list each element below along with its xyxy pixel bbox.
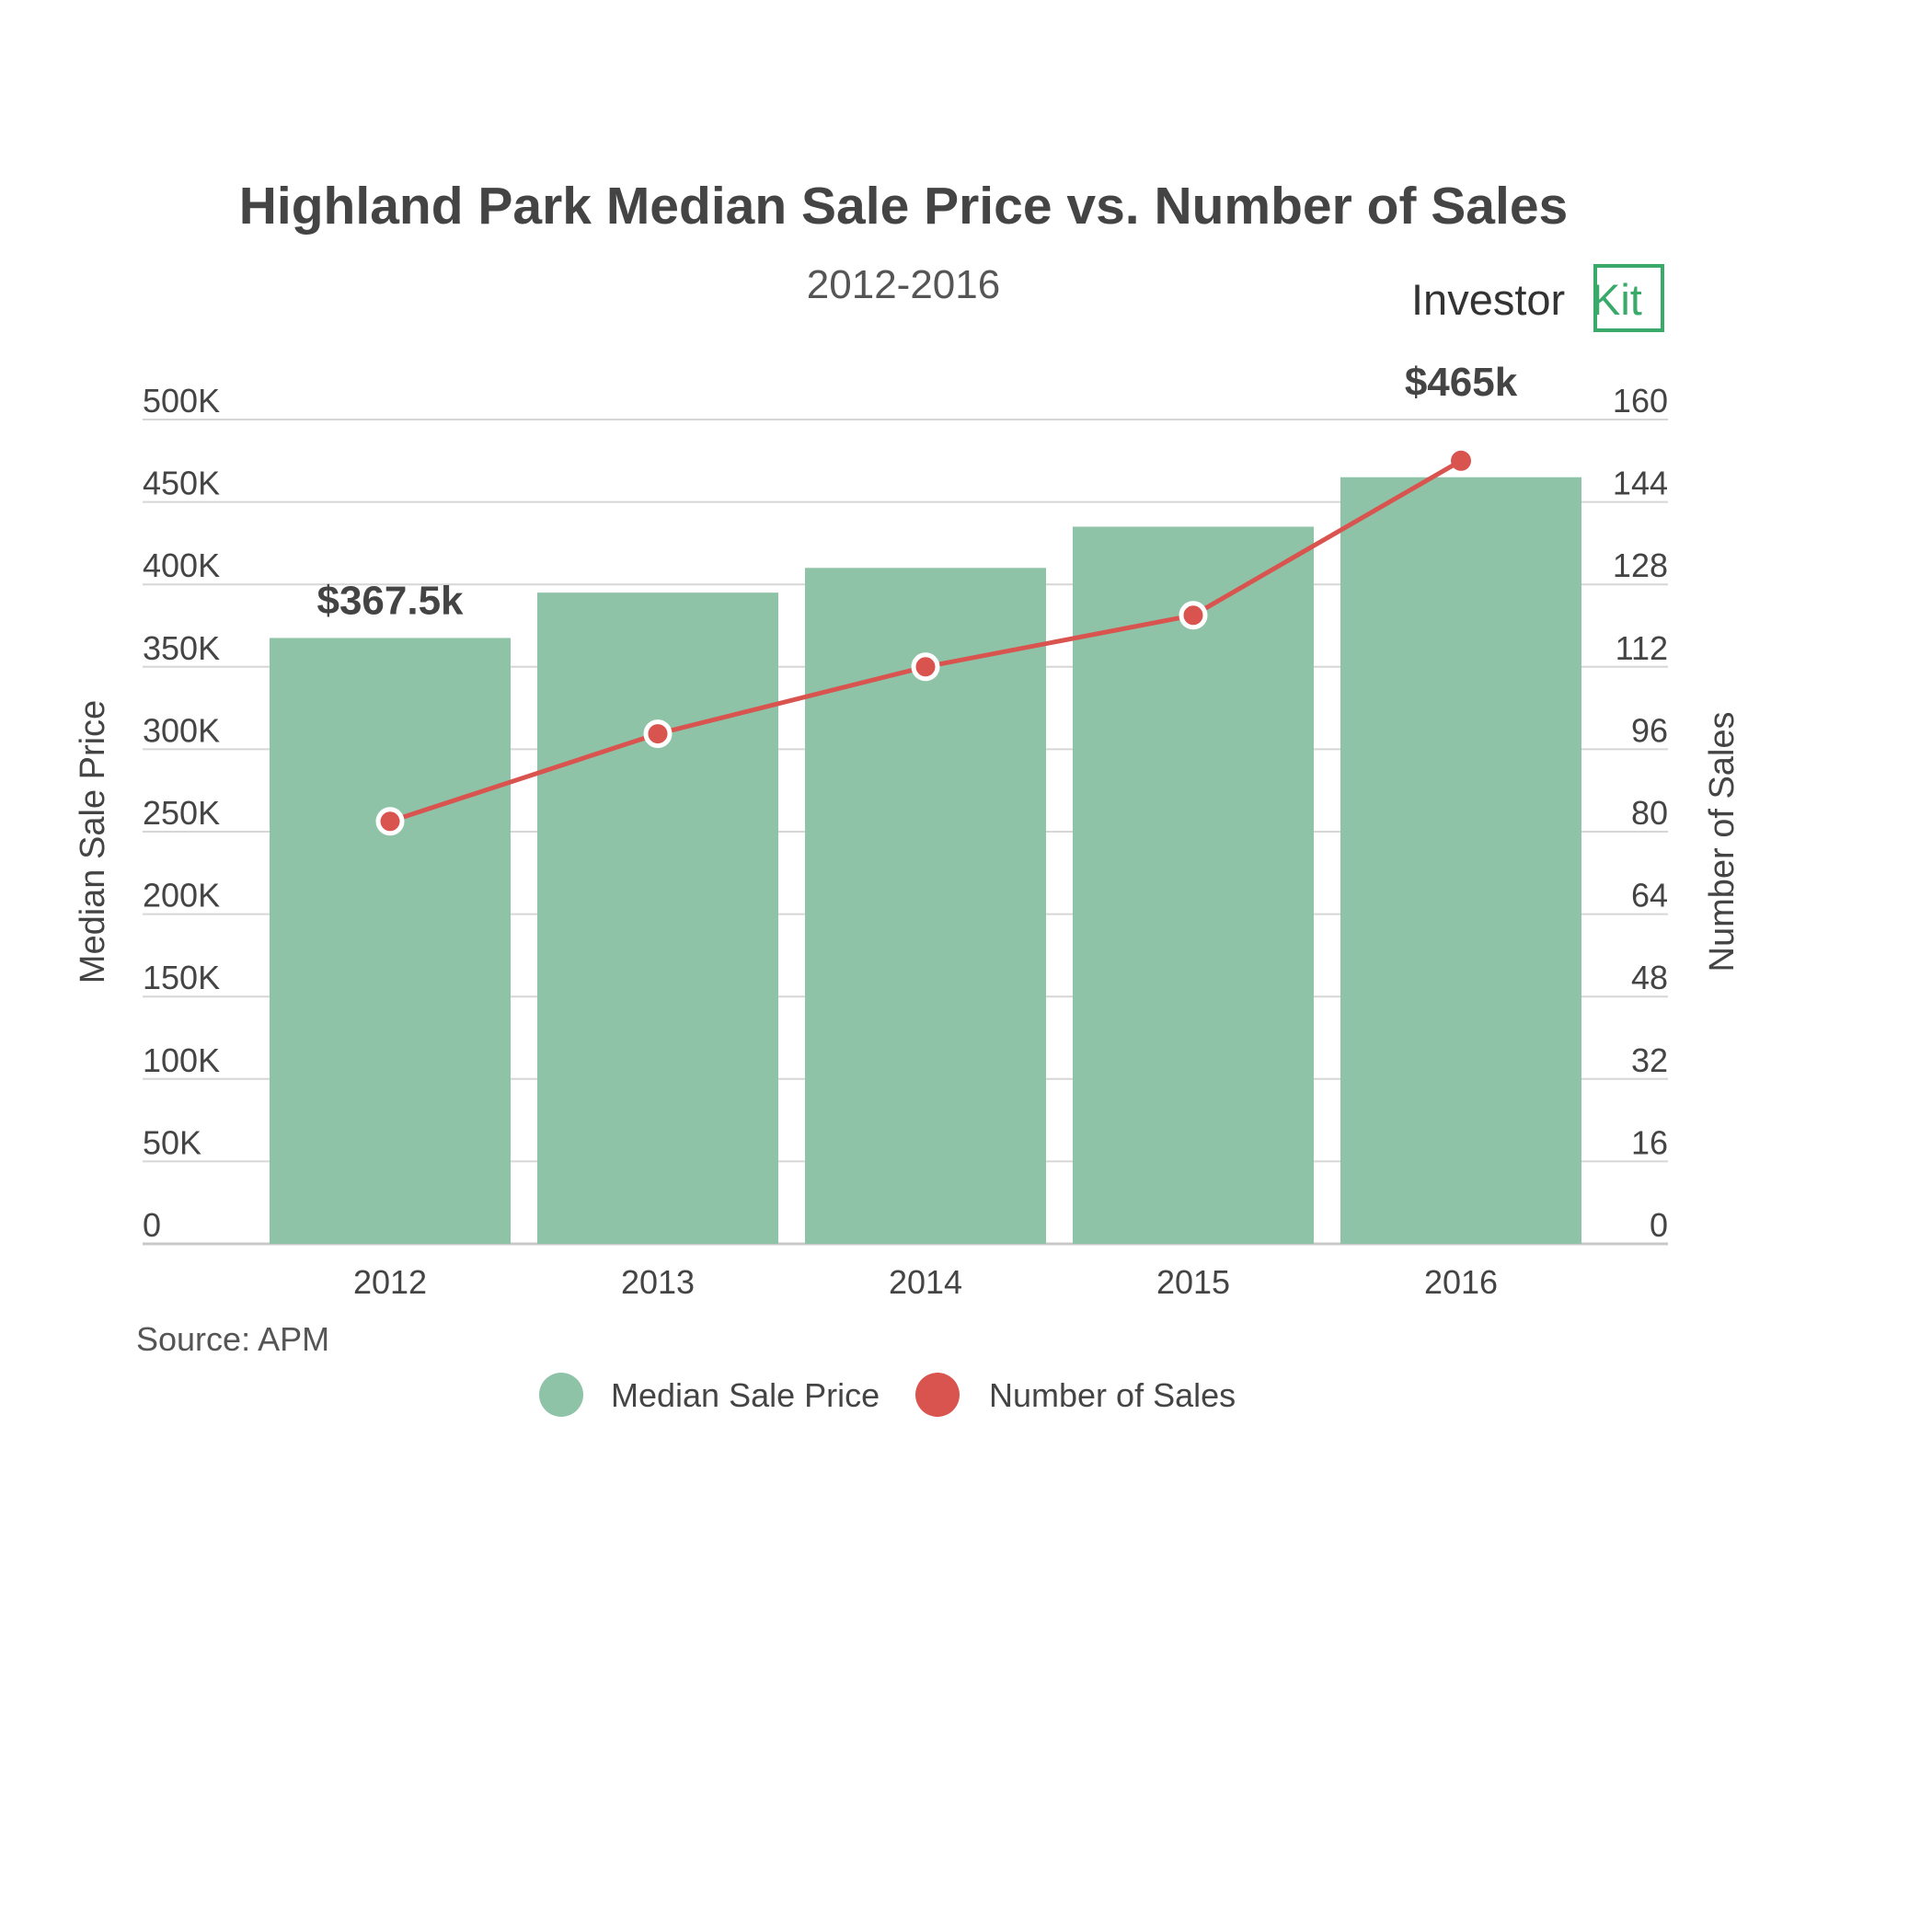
y2-tick-label: 80 xyxy=(1631,794,1668,832)
logo-text: Investor xyxy=(1411,275,1565,324)
line-series-group: $367.5k $465k xyxy=(316,360,1518,836)
bar-2016[interactable] xyxy=(1340,477,1581,1244)
y2-axis-label: Number of Sales xyxy=(1703,711,1742,972)
bar-2015[interactable] xyxy=(1073,526,1314,1244)
legend-item-number-of-sales[interactable]: Number of Sales xyxy=(915,1373,1236,1417)
y-tick-label: 400K xyxy=(143,546,220,584)
y-tick-label: 150K xyxy=(143,959,220,996)
chart-subtitle: 2012-2016 xyxy=(807,262,1000,307)
y2-tick-label: 128 xyxy=(1613,546,1668,584)
bar-2013[interactable] xyxy=(537,592,778,1244)
y-tick-label: 450K xyxy=(143,465,220,502)
x-tick-label: 2012 xyxy=(353,1263,427,1301)
logo-kit-text: Kit xyxy=(1592,275,1642,324)
sales-point-2016[interactable] xyxy=(1451,450,1471,471)
source-note: Source: APM xyxy=(136,1320,329,1358)
legend-item-median-sale-price[interactable]: Median Sale Price xyxy=(539,1373,880,1417)
sales-point-2012[interactable] xyxy=(375,807,405,836)
y2-tick-label: 64 xyxy=(1631,877,1668,914)
data-label-2016: $465k xyxy=(1405,360,1518,405)
bar-2012[interactable] xyxy=(270,638,511,1244)
y2-tick-label: 144 xyxy=(1613,465,1668,502)
x-tick-label: 2014 xyxy=(889,1263,962,1301)
tick-labels-group: 0 0 50K 16 100K 32 150K 48 200K 64 250K 80 300K 96 350… xyxy=(143,382,1668,1301)
sales-point-2014[interactable] xyxy=(911,652,940,682)
chart-title: Highland Park Median Sale Price vs. Numb… xyxy=(239,177,1569,236)
y-tick-label: 200K xyxy=(143,877,220,914)
x-tick-label: 2015 xyxy=(1156,1263,1230,1301)
y2-tick-label: 160 xyxy=(1613,382,1668,420)
bars-group xyxy=(270,477,1581,1244)
logo-box xyxy=(1593,264,1664,332)
data-label-2012: $367.5k xyxy=(316,578,464,623)
y2-tick-label: 96 xyxy=(1631,711,1668,749)
investor-kit-logo: Investor Kit xyxy=(1411,264,1664,332)
y2-tick-label: 0 xyxy=(1650,1206,1668,1244)
legend-marker-number-of-sales xyxy=(915,1373,960,1417)
legend: Median Sale Price Number of Sales xyxy=(539,1373,1236,1417)
y-tick-label: 50K xyxy=(143,1123,201,1161)
legend-marker-median-sale-price xyxy=(539,1373,583,1417)
y2-tick-label: 16 xyxy=(1631,1123,1668,1161)
legend-label-number-of-sales: Number of Sales xyxy=(989,1376,1236,1414)
sales-point-2015[interactable] xyxy=(1179,601,1208,630)
y2-tick-label: 32 xyxy=(1631,1041,1668,1079)
y-tick-label: 0 xyxy=(143,1206,161,1244)
y2-tick-label: 48 xyxy=(1631,959,1668,996)
x-tick-label: 2016 xyxy=(1424,1263,1498,1301)
y-axis-label: Median Sale Price xyxy=(74,700,112,983)
x-tick-label: 2013 xyxy=(621,1263,695,1301)
y2-tick-label: 112 xyxy=(1616,629,1668,667)
sales-point-2013[interactable] xyxy=(643,719,673,749)
legend-label-median-sale-price: Median Sale Price xyxy=(611,1376,880,1414)
y-tick-label: 300K xyxy=(143,711,220,749)
y-tick-label: 350K xyxy=(143,629,220,667)
y-tick-label: 250K xyxy=(143,794,220,832)
y-tick-label: 500K xyxy=(143,382,220,420)
y-tick-label: 100K xyxy=(143,1041,220,1079)
